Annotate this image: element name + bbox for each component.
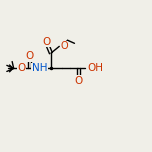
Text: O: O bbox=[26, 51, 34, 61]
Text: O: O bbox=[74, 76, 82, 86]
Text: O: O bbox=[60, 41, 68, 51]
Text: O: O bbox=[17, 63, 25, 73]
Text: NH: NH bbox=[32, 63, 47, 73]
Text: OH: OH bbox=[87, 63, 103, 73]
Text: O: O bbox=[42, 37, 50, 47]
